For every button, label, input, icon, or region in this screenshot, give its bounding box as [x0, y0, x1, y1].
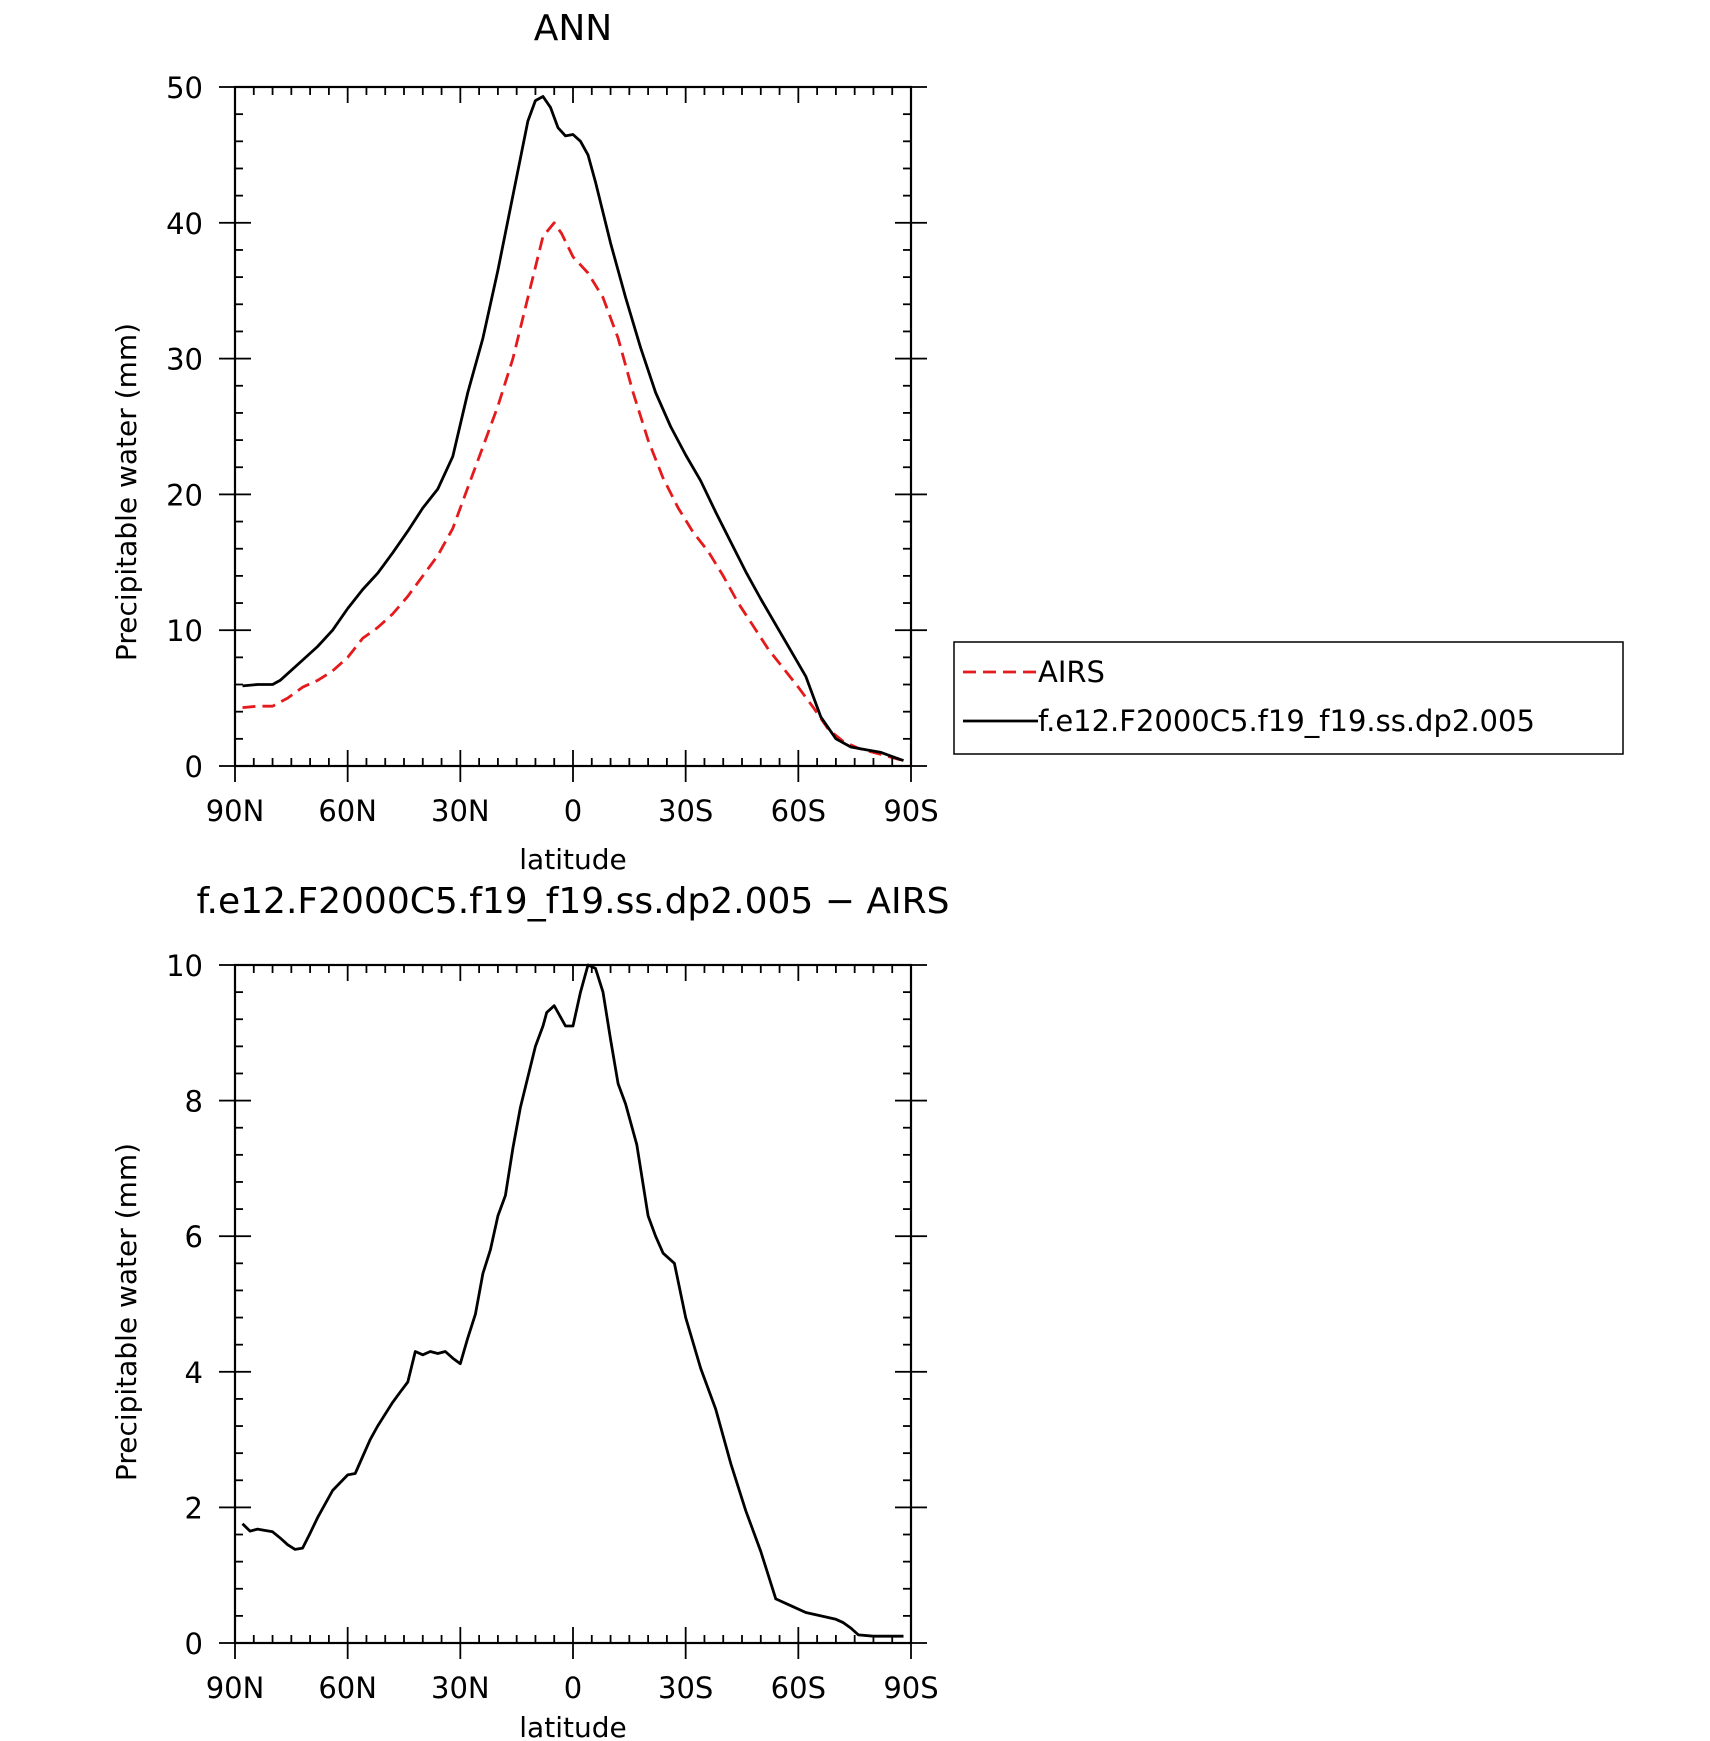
chart1-x-tick-label: 90S: [883, 794, 938, 828]
chart1-frame: [233, 85, 913, 768]
chart2-x-label: latitude: [519, 1711, 626, 1741]
chart1-series-2: [242, 95, 904, 762]
legend-entry-model: f.e12.F2000C5.f19_f19.ss.dp2.005: [1038, 704, 1535, 738]
chart1-y-tick-label: 0: [185, 750, 203, 784]
chart2-y-tick-label: 10: [166, 949, 203, 983]
chart1-title: ANN: [534, 8, 613, 49]
chart2-y-tick-label: 2: [185, 1491, 203, 1525]
chart2-y-tick-label: 8: [185, 1085, 203, 1119]
chart1-x-tick-label: 60N: [318, 794, 377, 828]
chart2-y-tick-label: 4: [185, 1356, 203, 1390]
chart2-plot-area: 90N 60N 30N 0 30S 60S 90S 0 2 4 6 8 10: [166, 949, 939, 1705]
chart2-x-tick-label: 30N: [431, 1671, 490, 1705]
chart1-plot-area: 90N 60N 30N 0 30S 60S 90S 0 10 20 30 40 50: [166, 71, 939, 828]
chart2-x-tick-label: 60S: [771, 1671, 826, 1705]
chart1-y-tick-label: 20: [166, 478, 203, 512]
chart2-x-tick-label: 60N: [318, 1671, 377, 1705]
chart2-title: f.e12.F2000C5.f19_f19.ss.dp2.005 − AIRS: [197, 881, 950, 922]
chart1-y-tick-label: 30: [166, 343, 203, 377]
chart1-x-tick-label: 30N: [431, 794, 490, 828]
chart1-x-tick-label: 60S: [771, 794, 826, 828]
chart2-x-tick-label: 90N: [206, 1671, 265, 1705]
chart2-y-tick-label: 6: [185, 1220, 203, 1254]
chart1-x-tick-label: 0: [564, 794, 582, 828]
chart2-series-1: [241, 963, 904, 1638]
chart1-series-1: [242, 221, 904, 762]
chart1-y-tick-label: 40: [166, 207, 203, 241]
chart2-y-label: Precipitable water (mm): [110, 1143, 143, 1481]
chart1-y-tick-label: 10: [166, 614, 203, 648]
legend-box: [953, 641, 1624, 755]
chart2-x-tick-label: 0: [564, 1671, 582, 1705]
chart1-legend: AIRS f.e12.F2000C5.f19_f19.ss.dp2.005: [953, 641, 1624, 755]
chart2-x-tick-label: 90S: [883, 1671, 938, 1705]
chart1-y-tick-label: 50: [166, 71, 203, 105]
chart1-x-tick-label: 90N: [206, 794, 265, 828]
legend-entry-airs: AIRS: [1038, 655, 1105, 689]
chart1-x-tick-label: 30S: [658, 794, 713, 828]
chart1-y-label: Precipitable water (mm): [110, 323, 143, 661]
chart2-frame: [233, 963, 913, 1645]
chart1-x-label: latitude: [519, 843, 626, 876]
chart2-y-tick-label: 0: [185, 1627, 203, 1661]
chart2-x-tick-label: 30S: [658, 1671, 713, 1705]
